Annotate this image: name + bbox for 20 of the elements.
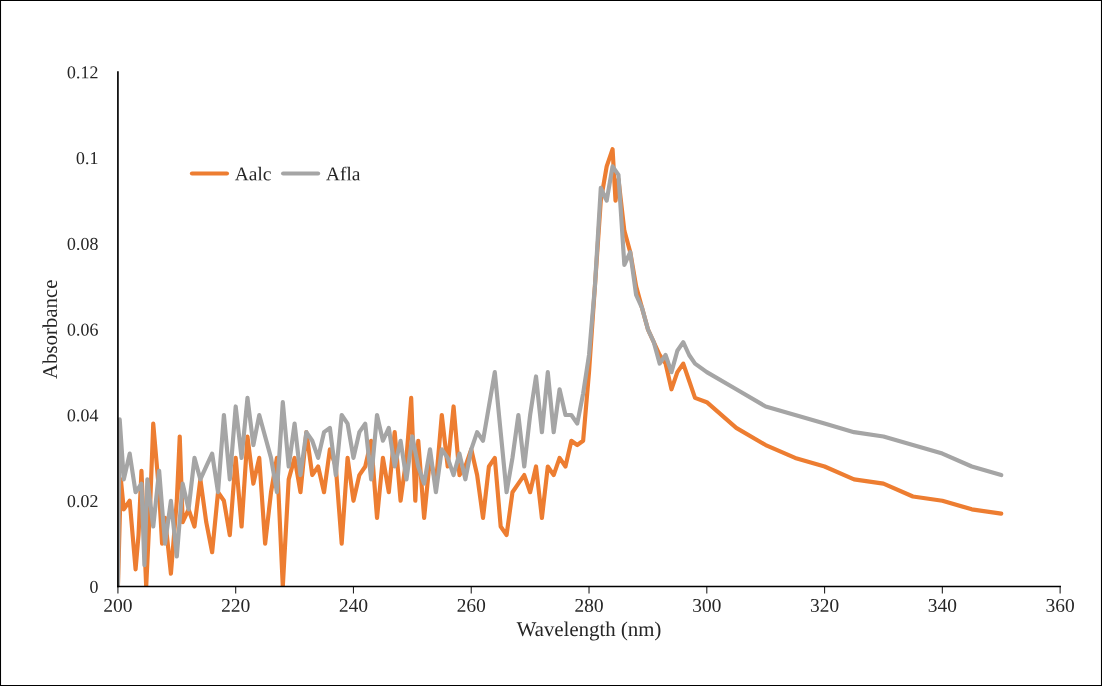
y-tick-label: 0.08 (67, 237, 98, 251)
x-tick-label: 340 (928, 598, 957, 613)
legend-label: Aalc (234, 166, 271, 181)
x-tick-label: 360 (1046, 598, 1074, 613)
y-tick-label: 0.12 (67, 66, 98, 79)
y-axis-title: Absorbance (42, 280, 58, 379)
x-tick-label: 280 (575, 598, 603, 613)
y-tick-label: 0.04 (67, 409, 99, 422)
legend-label: Afla (326, 166, 361, 181)
x-tick-label: 220 (221, 598, 250, 613)
y-tick-label: 0.02 (67, 495, 98, 508)
x-axis-title: Wavelength (nm) (516, 621, 661, 641)
x-tick-label: 260 (457, 598, 486, 613)
x-tick-label: 300 (693, 598, 721, 613)
x-tick-label: 320 (810, 598, 839, 613)
y-tick-label: 0 (90, 580, 98, 593)
y-tick-label: 0.1 (76, 152, 98, 165)
y-tick-label: 0.06 (67, 323, 98, 336)
x-tick-label: 240 (339, 598, 368, 613)
x-tick-label: 200 (104, 598, 132, 613)
